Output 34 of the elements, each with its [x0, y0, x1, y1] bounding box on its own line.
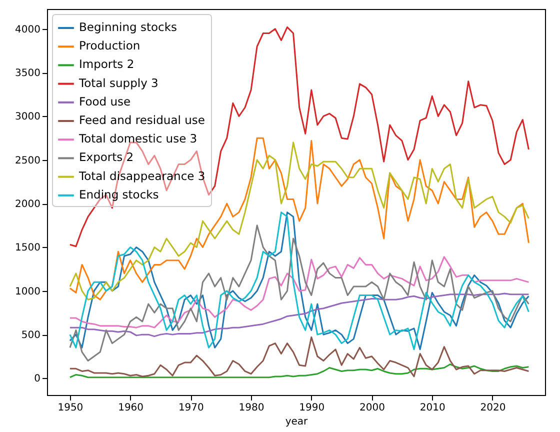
- legend-label: Total disappearance 3: [78, 168, 206, 183]
- y-tick-label: 1500: [15, 242, 40, 254]
- legend-label: Beginning stocks: [79, 20, 177, 34]
- x-axis-title: year: [285, 416, 309, 428]
- line-series: [69, 336, 530, 378]
- legend-label: Total supply 3: [78, 76, 158, 90]
- legend-label: Total domestic use 3: [78, 132, 198, 146]
- x-tick-label: 2010: [420, 402, 446, 414]
- line-series: [69, 256, 530, 328]
- y-tick-label: 2500: [15, 155, 40, 166]
- line-series: [69, 224, 530, 362]
- y-tick-label: 4000: [15, 24, 40, 36]
- x-tick-label: 2000: [360, 402, 385, 414]
- line-series: [69, 292, 530, 338]
- line-series: [69, 364, 530, 378]
- y-tick-label: 3500: [15, 68, 40, 80]
- x-tick-label: 1980: [238, 402, 264, 414]
- legend-label: Feed and residual use: [79, 113, 205, 127]
- legend-label: Food use: [79, 94, 131, 108]
- y-tick-label: 1000: [15, 286, 40, 298]
- x-tick-label: 2020: [480, 402, 506, 414]
- x-tick-label: 1960: [118, 402, 144, 414]
- legend-label: Imports 2: [79, 57, 134, 72]
- legend-label: Ending stocks: [79, 187, 159, 202]
- legend-label: Production: [79, 38, 140, 53]
- y-tick-label: 500: [21, 330, 40, 342]
- x-tick-label: 1950: [58, 402, 84, 414]
- y-tick-label: 3000: [15, 112, 40, 123]
- x-tick-label: 1970: [178, 402, 204, 414]
- x-tick-label: 1990: [299, 402, 325, 414]
- legend-label: Exports 2: [79, 150, 134, 164]
- line-series: [69, 212, 530, 350]
- y-tick-label: 0: [34, 374, 40, 385]
- y-tick-label: 2000: [15, 199, 40, 210]
